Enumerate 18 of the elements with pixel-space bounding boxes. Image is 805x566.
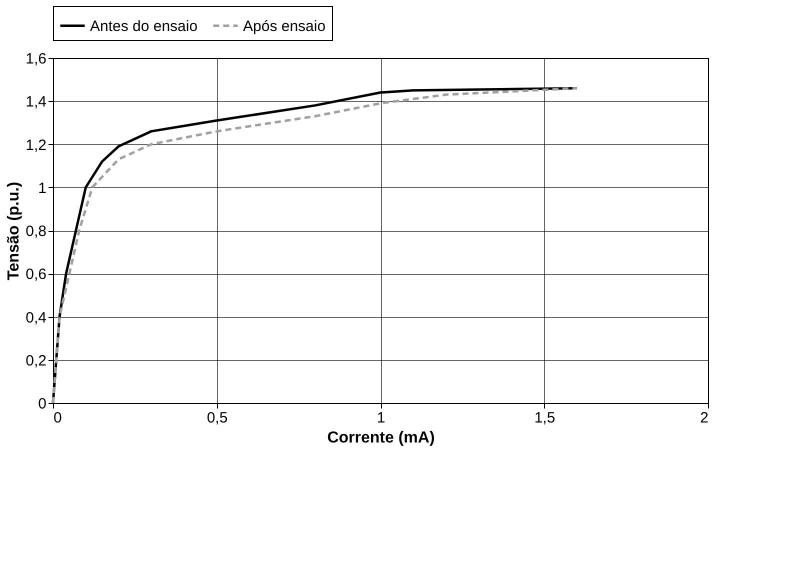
x-tick-label: 2: [700, 410, 708, 426]
x-tick-label: 1: [376, 410, 386, 426]
y-tick-label: 0,6: [26, 266, 46, 284]
y-axis-title: Tensão (p.u.): [6, 182, 23, 280]
y-tick-label: 1,6: [26, 50, 46, 68]
y-tick-label: 0: [38, 396, 46, 412]
y-tick-label: 1: [38, 180, 46, 197]
legend-label: Antes do ensaio: [90, 18, 198, 35]
y-tick-label: 0,4: [26, 309, 46, 326]
y-tick-label: 1,4: [26, 94, 46, 111]
x-tick-label: 0,5: [206, 410, 228, 426]
x-tick-label: 0: [54, 410, 62, 426]
x-axis-title: Corrente (mA): [327, 430, 435, 446]
x-tick-label: 1,5: [534, 410, 556, 426]
y-tick-label: 0,2: [26, 352, 46, 370]
y-tick-label: 1,2: [26, 136, 46, 154]
y-tick-label: 0,8: [26, 223, 46, 240]
legend-label: Após ensaio: [243, 18, 326, 35]
